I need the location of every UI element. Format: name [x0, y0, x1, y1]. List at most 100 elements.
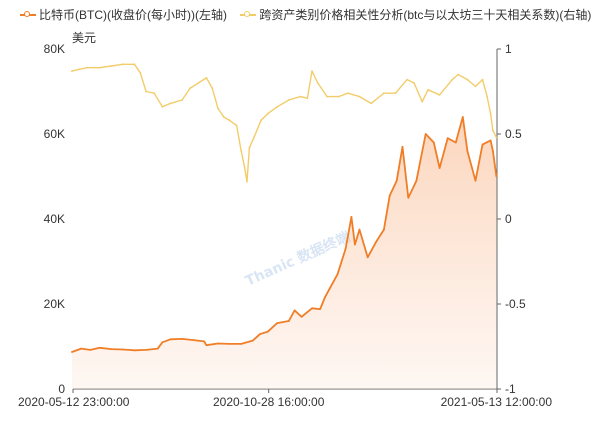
correlation-point — [370, 102, 372, 105]
btc-price-point — [161, 341, 164, 344]
btc-price-point — [388, 194, 391, 197]
btc-price-point — [336, 273, 339, 276]
left-axis-tick-label: 80K — [44, 42, 65, 56]
btc-price-point — [424, 133, 427, 135]
correlation-point — [205, 77, 208, 79]
correlation-point — [169, 102, 172, 105]
x-axis-tick-label: 2020-10-28 16:00:00 — [213, 395, 325, 409]
correlation-point — [260, 119, 262, 122]
btc-price-point — [145, 349, 148, 351]
correlation-point — [287, 99, 290, 101]
correlation-point — [358, 95, 361, 98]
btc-price-point — [311, 307, 313, 310]
btc-price-point — [401, 145, 404, 148]
btc-price-point — [395, 179, 398, 182]
correlation-point — [110, 65, 113, 67]
btc-price-point — [258, 333, 261, 336]
btc-price-point — [80, 347, 83, 350]
correlation-point — [486, 95, 488, 98]
correlation-point — [326, 95, 328, 98]
correlation-point — [347, 92, 349, 95]
btc-price-point — [492, 150, 494, 152]
btc-price-point — [203, 340, 206, 343]
correlation-point — [383, 92, 385, 95]
btc-price-point — [205, 344, 208, 347]
btc-price-point — [454, 141, 457, 144]
correlation-point — [438, 94, 441, 96]
btc-price-point — [217, 342, 219, 345]
correlation-point — [153, 92, 156, 95]
btc-price-point — [228, 343, 231, 345]
btc-price-point — [328, 288, 331, 290]
correlation-point — [495, 136, 498, 139]
correlation-point — [181, 99, 184, 101]
btc-price-point — [319, 308, 321, 310]
btc-price-point — [89, 349, 92, 351]
correlation-point — [489, 112, 492, 115]
left-axis-tick-label: 40K — [44, 212, 65, 226]
btc-price-point — [240, 343, 243, 345]
btc-price-point — [300, 315, 303, 318]
btc-price-point — [122, 348, 124, 351]
correlation-point — [276, 105, 279, 108]
btc-price-point — [156, 347, 159, 350]
correlation-point — [77, 68, 80, 71]
btc-price-point — [71, 351, 73, 353]
left-axis-tick-label: 20K — [44, 297, 65, 311]
btc-price-point — [287, 320, 290, 322]
btc-price-point — [358, 228, 361, 231]
right-axis: -1 -0.5 0 0.5 1 — [497, 42, 526, 396]
correlation-point — [240, 150, 243, 152]
correlation-point — [451, 78, 454, 81]
btc-price-point — [276, 322, 279, 324]
legend-label-btc-price: 比特币(BTC)(收盘价(每小时))(左轴) — [39, 8, 227, 22]
left-axis: 0 20K 40K 60K 80K — [44, 42, 66, 396]
legend-item-btc-price[interactable]: 比特币(BTC)(收盘价(每小时))(左轴) — [20, 6, 227, 23]
correlation-point — [122, 63, 124, 66]
lines-layer — [71, 63, 498, 353]
btc-price-point — [323, 296, 326, 299]
correlation-point — [222, 116, 225, 118]
correlation-point — [189, 87, 192, 89]
right-axis-tick-label: 0.5 — [505, 127, 522, 141]
correlation-point — [394, 92, 397, 95]
btc-price-point — [192, 339, 195, 341]
btc-price-point — [446, 137, 449, 140]
correlation-point — [299, 95, 302, 98]
correlation-point — [139, 71, 142, 74]
btc-price-point — [489, 139, 492, 142]
btc-price-point — [169, 338, 172, 341]
btc-price-point — [354, 243, 356, 246]
correlation-point — [311, 70, 313, 72]
correlation-point — [466, 78, 469, 81]
correlation-point — [457, 73, 459, 76]
btc-price-point — [383, 228, 385, 231]
btc-price-point — [481, 143, 484, 146]
correlation-point — [246, 180, 248, 183]
right-axis-tick-label: -0.5 — [505, 297, 526, 311]
correlation-point — [133, 63, 136, 66]
x-axis-tick-label: 2021-05-13 12:00:00 — [441, 395, 553, 409]
correlation-point — [492, 129, 494, 132]
btc-price-point — [495, 175, 498, 178]
correlation-point — [145, 90, 148, 93]
btc-price-point — [344, 247, 347, 250]
legend-item-correlation[interactable]: 跨资产类别价格相关性分析(btc与以太坊三十天相关系数)(右轴) — [240, 6, 591, 23]
right-axis-tick-label: -1 — [505, 382, 516, 396]
left-axis-unit: 美元 — [72, 31, 97, 45]
x-axis-tick-label: 2020-05-12 23:00:00 — [18, 395, 130, 409]
correlation-point — [481, 78, 484, 81]
btc-price-point — [374, 241, 377, 244]
correlation-point — [71, 70, 73, 72]
correlation-point — [248, 146, 251, 149]
correlation-point — [421, 100, 424, 103]
correlation-point — [217, 107, 219, 110]
btc-price-area — [71, 117, 497, 389]
correlation-point — [235, 124, 238, 127]
right-axis-tick-label: 0 — [505, 212, 512, 226]
correlation-point — [474, 85, 477, 88]
correlation-point — [316, 82, 319, 84]
btc-price-point — [110, 348, 113, 350]
btc-price-point — [133, 349, 136, 352]
